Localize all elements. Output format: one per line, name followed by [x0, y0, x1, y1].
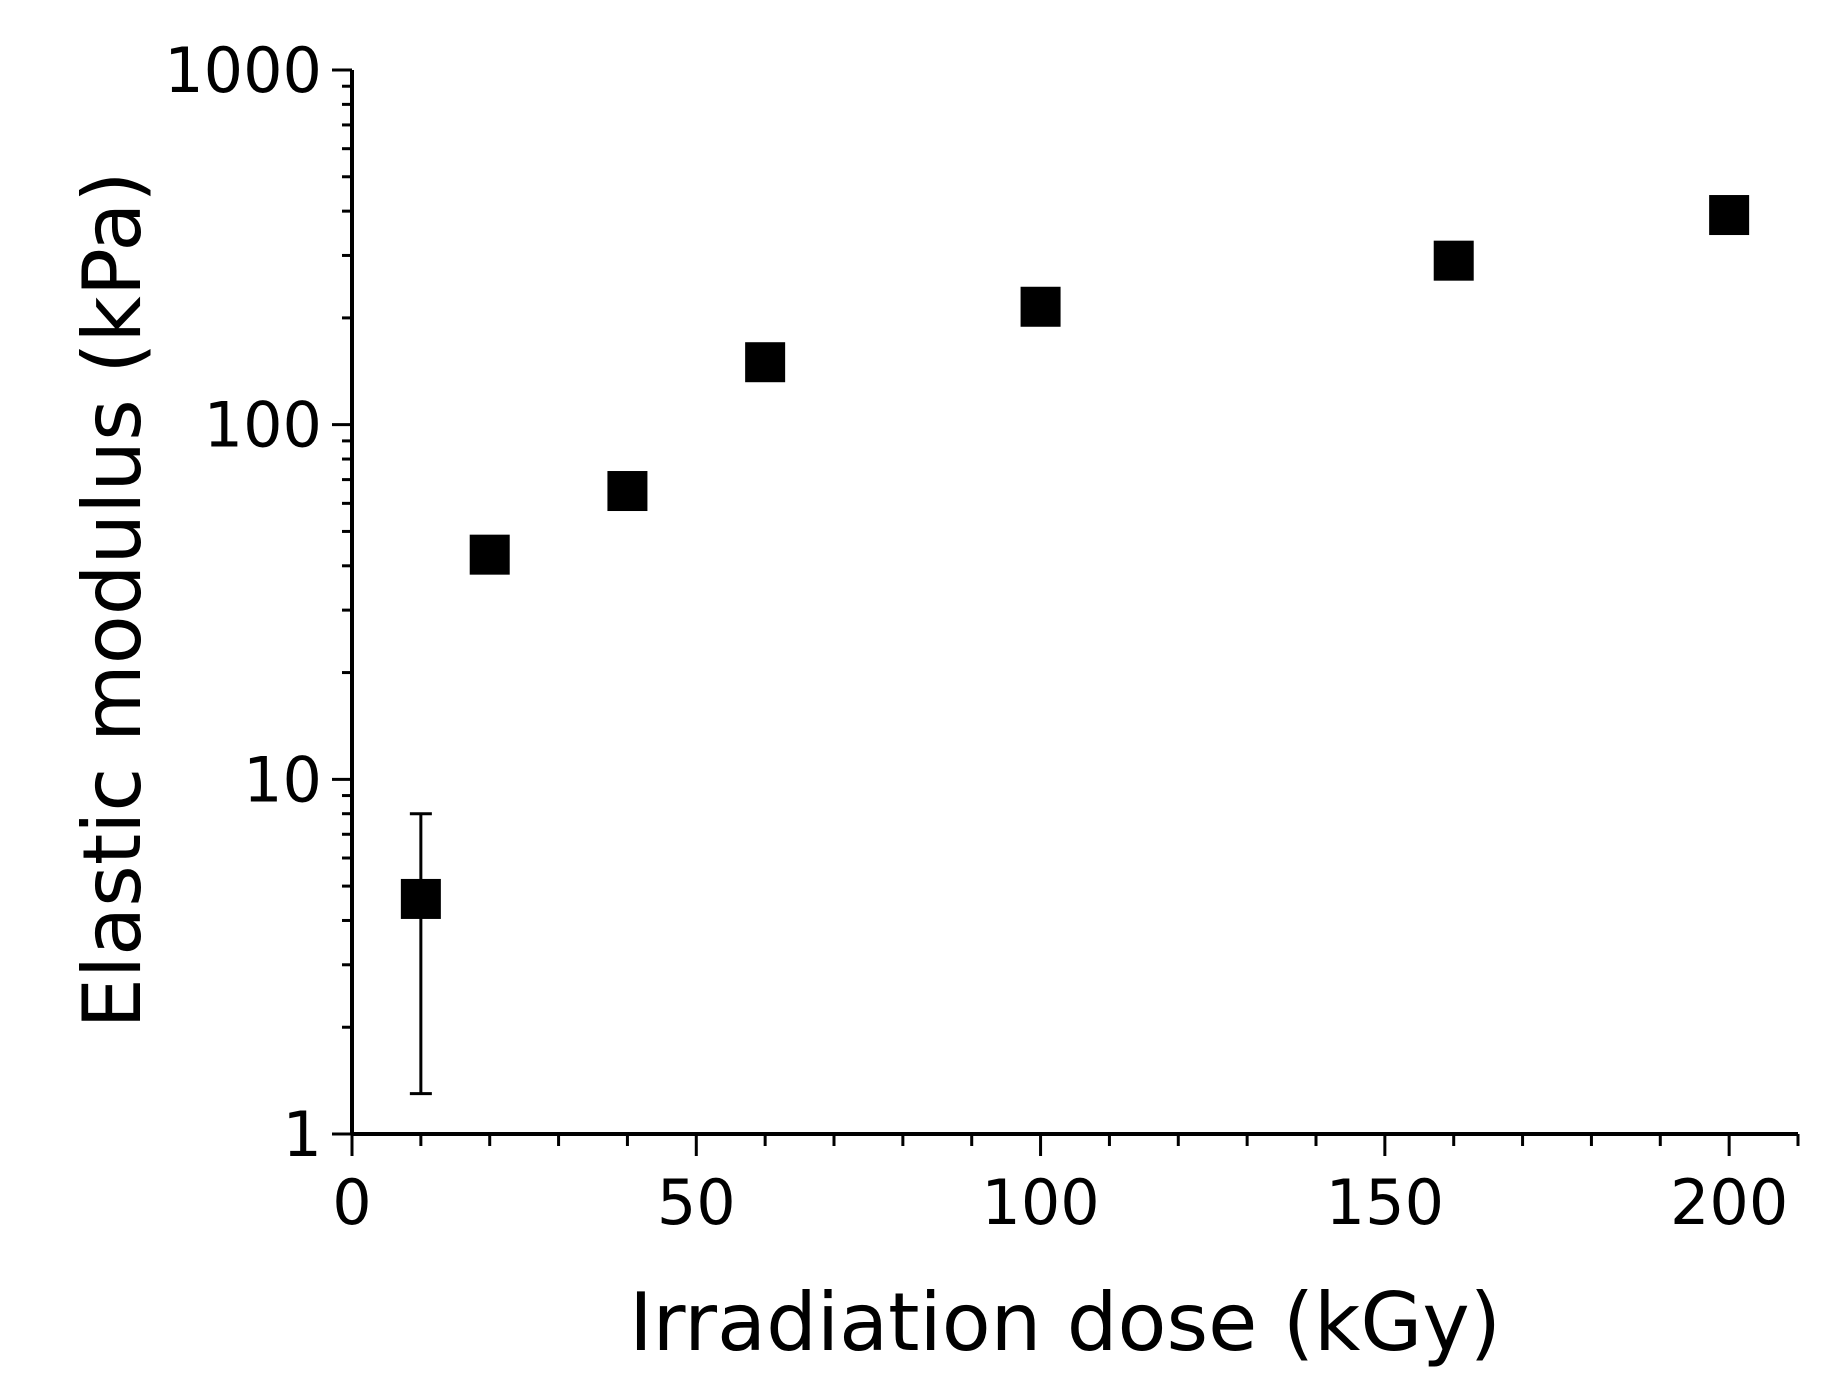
y-axis-title: Elastic modulus (kPa) [66, 171, 159, 1028]
data-point [1020, 286, 1061, 327]
data-point [607, 471, 648, 512]
data-point [400, 878, 441, 919]
axes: 0 50 100 150 200 1 10 100 1000 [164, 34, 1800, 1239]
y-tick-label: 1 [283, 1098, 322, 1171]
x-tick-label: 100 [981, 1166, 1099, 1239]
data-point [469, 534, 510, 575]
data-marks [400, 195, 1750, 1096]
y-tick-label: 1000 [164, 34, 322, 107]
x-tick-label: 150 [1326, 1166, 1444, 1239]
x-tick-label: 50 [657, 1166, 736, 1239]
data-point [745, 342, 786, 383]
x-tick-label: 0 [332, 1166, 371, 1239]
y-tick-label: 10 [243, 743, 322, 816]
x-tick-label: 200 [1670, 1166, 1788, 1239]
y-tick-label: 100 [204, 389, 322, 462]
data-point [1433, 240, 1474, 281]
x-axis-title: Irradiation dose (kGy) [629, 1276, 1501, 1369]
data-point [1709, 195, 1750, 236]
